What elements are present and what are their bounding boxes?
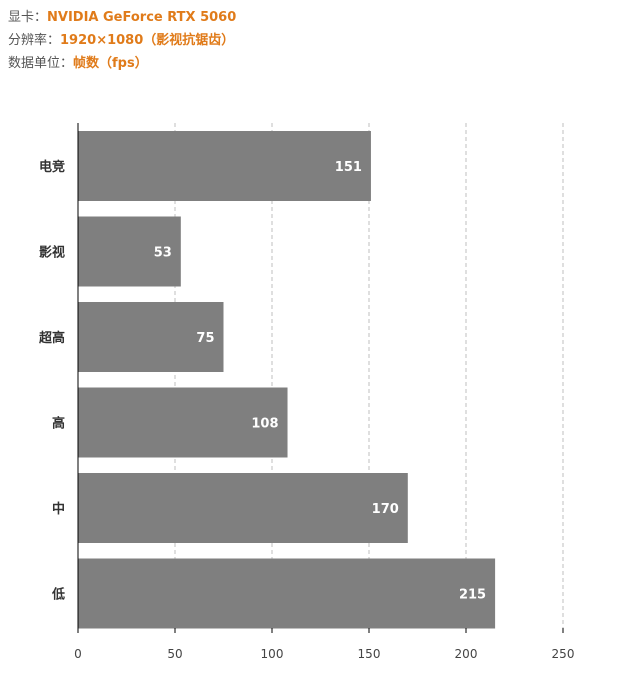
x-tick-label: 50: [167, 647, 182, 661]
unit-label: 数据单位：: [8, 56, 74, 71]
value-label: 151: [335, 160, 362, 175]
category-label: 高: [52, 416, 65, 432]
category-label: 超高: [39, 330, 65, 346]
x-tick-label: 100: [261, 647, 284, 661]
x-tick-label: 150: [358, 647, 381, 661]
unit-line: 数据单位：帧数（fps）: [8, 52, 236, 75]
category-label: 中: [52, 501, 65, 517]
resolution-line: 分辨率：1920×1080（影视抗锯齿）: [8, 29, 236, 52]
x-tick-label: 250: [552, 647, 575, 661]
bar: [78, 216, 181, 287]
value-label: 53: [154, 246, 172, 261]
value-label: 75: [196, 331, 214, 346]
x-tick-label: 0: [74, 647, 82, 661]
value-label: 170: [372, 502, 399, 517]
chart-header: 显卡：NVIDIA GeForce RTX 5060 分辨率：1920×1080…: [8, 6, 236, 75]
unit-value: 帧数（fps）: [73, 56, 148, 71]
gpu-label: 显卡：: [8, 10, 48, 25]
value-label: 215: [459, 588, 486, 603]
category-label: 电竞: [39, 159, 65, 175]
bar: [78, 387, 288, 458]
bar: [78, 131, 371, 201]
resolution-value: 1920×1080（影视抗锯齿）: [60, 33, 235, 48]
bar: [78, 558, 496, 629]
category-label: 影视: [39, 245, 65, 261]
value-label: 108: [251, 417, 278, 432]
resolution-label: 分辨率：: [8, 33, 61, 48]
category-label: 低: [51, 587, 65, 603]
gpu-line: 显卡：NVIDIA GeForce RTX 5060: [8, 6, 236, 29]
bar: [78, 302, 224, 372]
gpu-value: NVIDIA GeForce RTX 5060: [47, 10, 237, 25]
x-tick-label: 200: [455, 647, 478, 661]
bar: [78, 473, 408, 543]
